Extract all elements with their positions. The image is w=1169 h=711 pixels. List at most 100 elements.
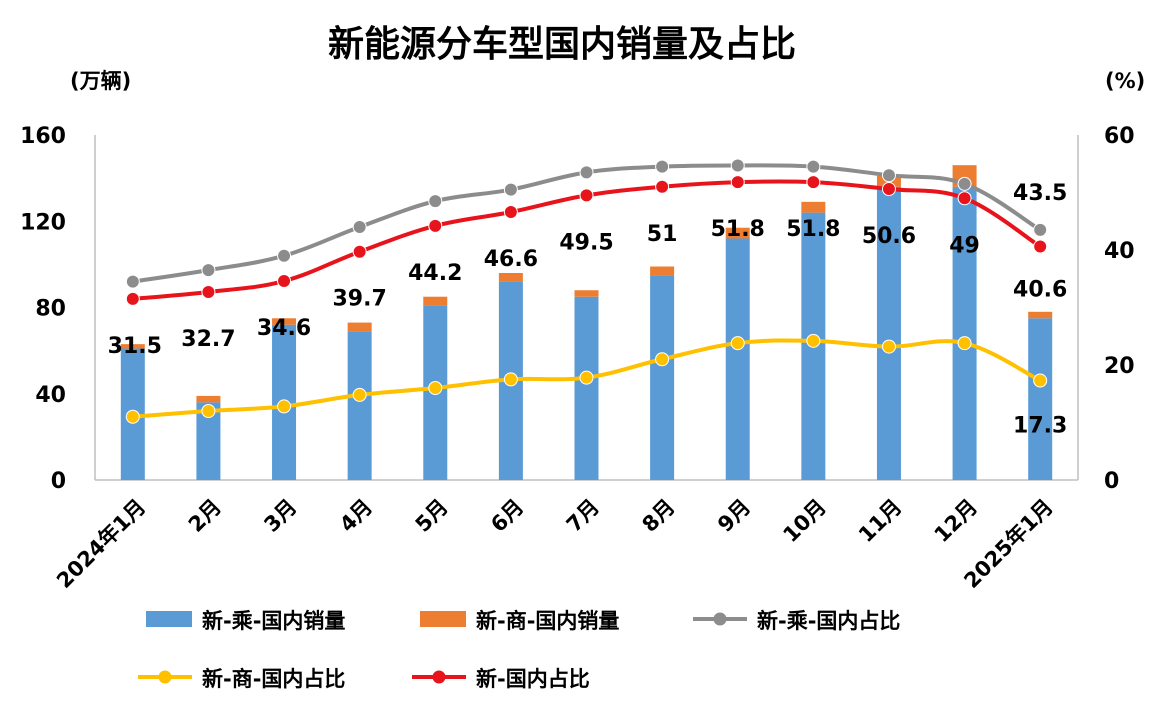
- point-新-乘-国内占比: [125, 274, 140, 289]
- bar-新-乘-国内销量: [725, 238, 750, 480]
- legend-label-新-乘-国内销量: 新-乘-国内销量: [202, 609, 345, 633]
- left-tick-label: 120: [20, 210, 66, 235]
- bar-新-商-国内销量: [498, 273, 523, 282]
- bar-新-乘-国内销量: [347, 331, 372, 480]
- point-新-国内占比: [428, 218, 443, 233]
- x-tick-label: 12月: [930, 495, 982, 547]
- data-label-新-国内占比: 49.5: [559, 230, 613, 255]
- bar-新-商-国内销量: [120, 344, 145, 349]
- bar-新-商-国内销量: [272, 318, 297, 325]
- point-新-商-国内占比: [352, 387, 367, 402]
- legend-swatch-新-乘-国内销量: [146, 611, 192, 627]
- legend-label-新-商-国内占比: 新-商-国内占比: [202, 667, 345, 691]
- point-新-商-国内占比: [1033, 373, 1048, 388]
- point-新-乘-国内占比: [579, 165, 594, 180]
- left-tick-label: 80: [35, 297, 66, 322]
- bar-新-商-国内销量: [725, 227, 750, 239]
- point-新-商-国内占比: [806, 333, 821, 348]
- point-新-商-国内占比: [125, 409, 140, 424]
- left-tick-label: 40: [35, 383, 66, 408]
- chart-title: 新能源分车型国内销量及占比: [328, 24, 796, 65]
- data-label-新-国内占比: 44.2: [408, 261, 462, 286]
- bar-新-商-国内销量: [423, 296, 448, 306]
- data-label-新-国内占比: 39.7: [333, 287, 387, 312]
- data-label-新-国内占比: 46.6: [484, 247, 538, 272]
- data-label-新-国内占比: 51.8: [786, 217, 840, 242]
- point-新-国内占比: [881, 182, 896, 197]
- point-新-国内占比: [579, 188, 594, 203]
- point-新-乘-国内占比: [1033, 222, 1048, 237]
- point-新-商-国内占比: [277, 399, 292, 414]
- right-tick-label: 0: [1104, 469, 1119, 494]
- bar-新-商-国内销量: [801, 201, 826, 213]
- point-新-国内占比: [352, 244, 367, 259]
- x-tick-label: 8月: [637, 495, 679, 537]
- legend-label-新-乘-国内占比: 新-乘-国内占比: [757, 609, 900, 633]
- bar-新-乘-国内销量: [952, 186, 977, 480]
- data-label-新-国内占比: 50.6: [862, 224, 916, 249]
- point-新-乘-国内占比: [428, 194, 443, 209]
- point-新-国内占比: [730, 175, 745, 190]
- bar-新-乘-国内销量: [876, 186, 901, 480]
- point-新-商-国内占比: [503, 372, 518, 387]
- bar-新-商-国内销量: [574, 290, 599, 297]
- point-新-商-国内占比: [201, 404, 216, 418]
- data-label-新-商-国内占比: 17.3: [1013, 414, 1067, 439]
- point-新-乘-国内占比: [655, 159, 670, 174]
- data-label-新-国内占比: 40.6: [1013, 278, 1067, 303]
- data-label-新-国内占比: 34.6: [257, 316, 311, 341]
- x-tick-label: 6月: [486, 495, 528, 537]
- right-tick-label: 60: [1104, 124, 1135, 149]
- point-新-国内占比: [655, 179, 670, 194]
- point-新-国内占比: [125, 291, 140, 306]
- bar-新-商-国内销量: [347, 322, 372, 332]
- point-新-乘-国内占比: [201, 263, 216, 278]
- point-新-商-国内占比: [655, 352, 670, 367]
- left-axis-unit: (万辆): [70, 69, 131, 93]
- data-label-新-国内占比: 51.8: [711, 217, 765, 242]
- point-新-乘-国内占比: [957, 176, 972, 191]
- x-tick-label: 2月: [184, 495, 226, 537]
- point-新-国内占比: [277, 274, 292, 289]
- right-axis-unit: (%): [1105, 69, 1145, 93]
- point-新-乘-国内占比: [277, 248, 292, 263]
- point-新-乘-国内占比: [730, 158, 745, 173]
- x-tick-label: 5月: [411, 495, 453, 537]
- bar-新-乘-国内销量: [650, 275, 675, 480]
- legend-swatch-新-商-国内销量: [420, 611, 466, 627]
- x-tick-label: 3月: [259, 495, 301, 537]
- bar-新-乘-国内销量: [1028, 318, 1053, 480]
- data-label-新-乘-国内占比: 43.5: [1013, 181, 1067, 206]
- legend-marker-新-商-国内占比: [158, 670, 172, 684]
- left-tick-label: 160: [20, 124, 66, 149]
- point-新-乘-国内占比: [806, 159, 821, 174]
- data-label-新-国内占比: 49: [949, 233, 980, 258]
- point-新-国内占比: [503, 205, 518, 220]
- lines: [125, 158, 1048, 424]
- bar-新-商-国内销量: [650, 266, 675, 276]
- point-新-商-国内占比: [881, 339, 896, 354]
- right-tick-label: 20: [1104, 354, 1135, 379]
- x-tick-label: 11月: [854, 495, 906, 547]
- bar-新-商-国内销量: [1028, 311, 1053, 319]
- point-新-乘-国内占比: [881, 168, 896, 183]
- bar-新-乘-国内销量: [574, 296, 599, 480]
- point-新-国内占比: [806, 175, 821, 190]
- point-新-商-国内占比: [579, 370, 594, 385]
- legend-marker-新-国内占比: [432, 670, 446, 684]
- point-新-国内占比: [201, 284, 216, 299]
- left-tick-label: 0: [51, 469, 66, 494]
- data-label-新-国内占比: 32.7: [181, 327, 235, 352]
- axes: 0 40 80 120 160 0 20 40 60: [20, 124, 1135, 494]
- point-新-乘-国内占比: [352, 220, 367, 234]
- legend-label-新-国内占比: 新-国内占比: [476, 667, 590, 691]
- point-新-商-国内占比: [957, 336, 972, 351]
- legend-marker-新-乘-国内占比: [713, 612, 727, 626]
- x-tick-label: 4月: [335, 495, 377, 537]
- point-新-乘-国内占比: [503, 182, 518, 197]
- point-新-商-国内占比: [730, 336, 745, 351]
- data-label-新-国内占比: 51: [647, 222, 678, 247]
